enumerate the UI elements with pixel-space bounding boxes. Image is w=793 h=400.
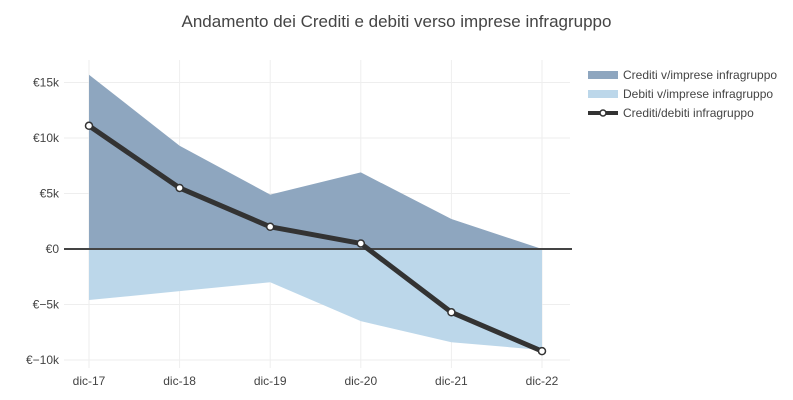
line-series: [87, 123, 543, 354]
x-tick-label: dic-18: [163, 374, 196, 388]
line-point: [356, 239, 366, 248]
y-tick-label: €15k: [33, 76, 60, 90]
area-series: [89, 249, 542, 351]
chart-title: Andamento dei Crediti e debiti verso imp…: [181, 12, 612, 31]
area-series: [89, 74, 542, 249]
legend: Crediti v/imprese infragruppo Debiti v/im…: [588, 68, 777, 120]
legend-label: Crediti/debiti infragruppo: [623, 106, 754, 120]
legend-marker: [599, 109, 607, 117]
legend-swatch: [588, 71, 618, 79]
x-tick-label: dic-19: [254, 374, 287, 388]
line-point: [84, 121, 94, 131]
legend-swatch: [588, 90, 618, 98]
legend-label: Debiti v/imprese infragruppo: [623, 87, 773, 101]
line-layer: [84, 121, 547, 356]
y-tick-label: €5k: [40, 187, 60, 201]
x-tick-label: dic-21: [435, 374, 468, 388]
area-layer: [89, 74, 542, 351]
y-tick-label: €−5k: [33, 298, 60, 312]
line-point: [447, 308, 456, 317]
legend-label: Crediti v/imprese infragruppo: [623, 68, 777, 82]
y-tick-label: €10k: [33, 131, 60, 145]
line-point: [537, 346, 547, 356]
x-tick-label: dic-17: [73, 374, 106, 388]
x-tick-label: dic-20: [344, 374, 377, 388]
y-tick-label: €−10k: [26, 353, 60, 367]
x-tick-label: dic-22: [526, 374, 559, 388]
label-layer: €15k €10k €5k €0 €−5k €−10k dic-17 dic-18 dic-19…: [26, 76, 559, 389]
line-point: [175, 183, 184, 193]
y-tick-label: €0: [46, 242, 60, 256]
line-point: [265, 222, 275, 232]
